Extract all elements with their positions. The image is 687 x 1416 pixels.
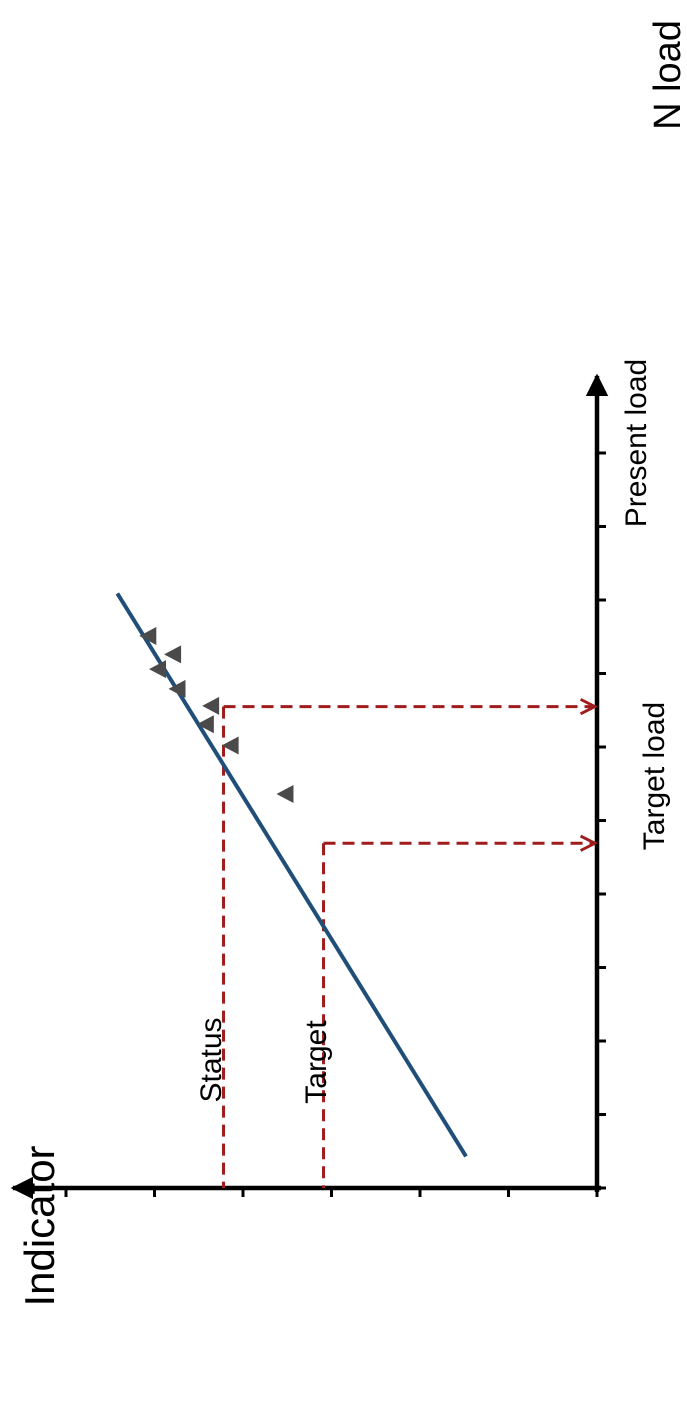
data-point bbox=[164, 645, 182, 664]
fit-line bbox=[115, 592, 468, 1158]
guide-lines bbox=[222, 707, 595, 1188]
target-load-label: Target load bbox=[638, 702, 671, 850]
data-points bbox=[139, 627, 294, 804]
data-point bbox=[149, 660, 167, 679]
data-point bbox=[221, 736, 239, 755]
y-axis-ticks bbox=[64, 1188, 599, 1197]
data-point bbox=[202, 696, 220, 715]
present-load-label: Present load bbox=[620, 359, 653, 527]
target-label: Target bbox=[300, 1020, 333, 1104]
data-point bbox=[196, 715, 214, 734]
data-point bbox=[276, 785, 294, 804]
data-point bbox=[168, 679, 186, 698]
y-axis-label: Indicator bbox=[16, 1145, 63, 1306]
data-point bbox=[139, 627, 157, 646]
x-axis-label: N load bbox=[647, 20, 687, 130]
status-label: Status bbox=[195, 1017, 228, 1102]
